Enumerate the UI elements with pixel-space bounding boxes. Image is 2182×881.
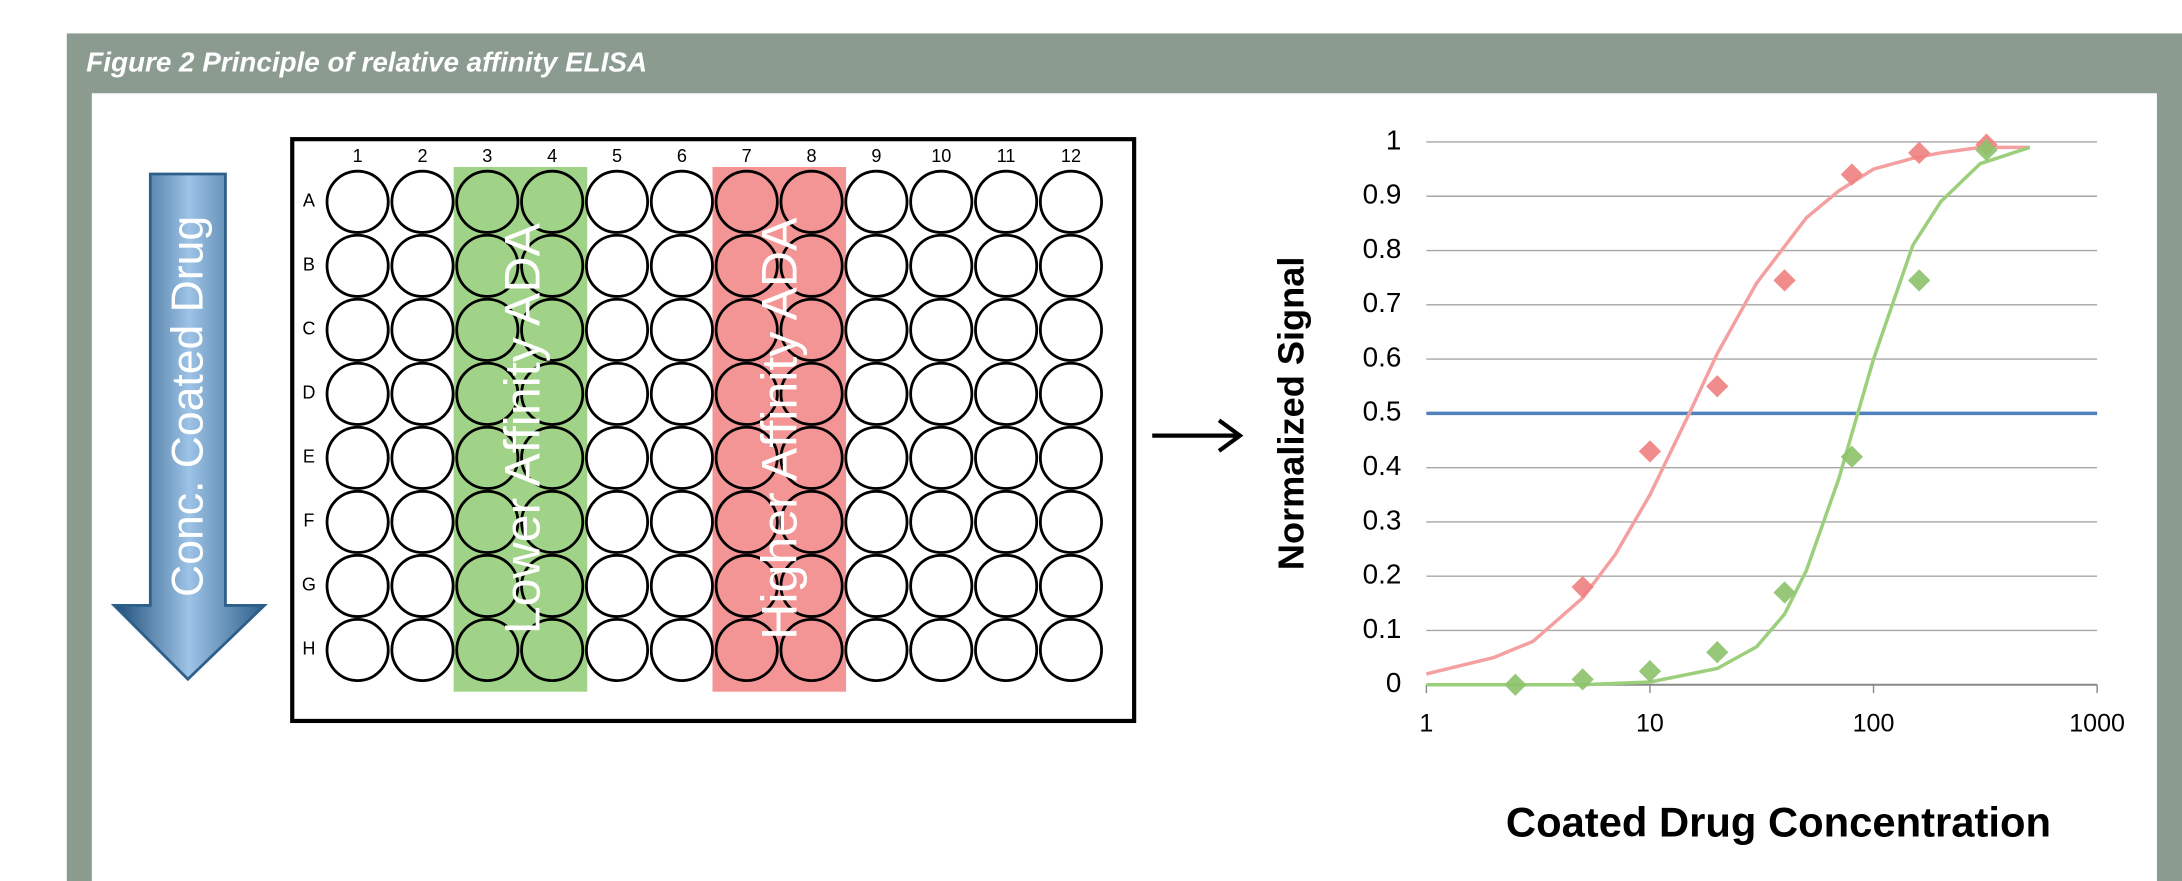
y-tick-label: 0.2 [1363,559,1402,590]
row-label: H [302,639,315,659]
row-label: D [302,383,315,403]
y-tick-label: 0.8 [1363,233,1402,264]
column-label: 4 [547,146,557,166]
column-label: 11 [997,146,1016,166]
x-axis-label: Coated Drug Concentration [1506,798,2051,845]
y-tick-label: 0.4 [1363,450,1402,481]
y-tick-label: 0.3 [1363,504,1402,535]
y-tick-label: 1 [1386,124,1401,155]
x-tick-label: 1 [1419,710,1433,738]
row-label: B [303,255,315,275]
column-label: 8 [807,146,817,166]
column-label: 5 [612,146,622,166]
y-tick-label: 0.1 [1363,613,1402,644]
x-tick-label: 10 [1636,710,1664,738]
column-label: 10 [931,146,951,166]
figure: Figure 2 Principle of relative affinity … [0,0,2182,881]
x-tick-label: 1000 [2069,710,2125,738]
y-tick-label: 0 [1386,667,1401,698]
column-label: 2 [417,146,427,166]
column-label: 7 [742,146,752,166]
row-label: G [302,575,316,595]
band-label: Higher Affinity ADA [752,217,808,640]
row-label: F [303,511,314,531]
column-label: 9 [871,146,881,166]
y-tick-label: 0.9 [1363,179,1402,210]
figure-title: Figure 2 Principle of relative affinity … [86,46,647,77]
column-label: 3 [482,146,492,166]
arrow-label: Conc. Coated Drug [163,216,212,597]
column-label: 6 [677,146,687,166]
y-tick-label: 0.5 [1363,396,1402,427]
y-tick-label: 0.7 [1363,287,1402,318]
column-label: 1 [353,146,363,166]
y-tick-label: 0.6 [1363,341,1402,372]
row-label: E [303,447,315,467]
column-label: 12 [1061,146,1081,166]
y-axis-label: Normalized Signal [1271,257,1312,571]
band-label: Lower Affinity ADA [494,222,550,634]
row-label: A [303,191,316,211]
row-label: C [302,319,315,339]
x-tick-label: 100 [1853,710,1895,738]
